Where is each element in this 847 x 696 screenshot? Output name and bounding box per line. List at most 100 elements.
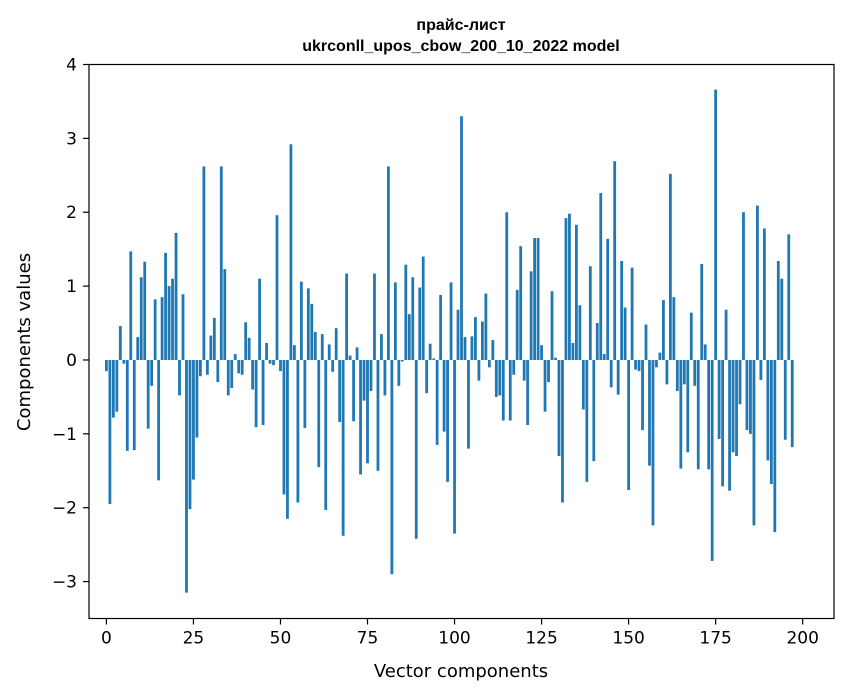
bar <box>411 277 415 360</box>
bar <box>171 278 174 360</box>
bar <box>324 359 328 510</box>
bar <box>428 343 432 360</box>
bar <box>487 359 491 368</box>
bar <box>237 359 241 374</box>
y-axis-label: Components values <box>14 253 35 431</box>
x-tick-label: 75 <box>357 629 379 649</box>
bar <box>599 193 603 360</box>
bar <box>641 359 644 431</box>
bar <box>282 359 286 495</box>
bar <box>675 359 679 391</box>
bar <box>404 264 408 360</box>
bar <box>477 359 481 381</box>
bar <box>655 359 658 368</box>
bar <box>174 232 178 360</box>
bar <box>672 297 676 360</box>
bar <box>233 354 237 360</box>
bar <box>766 359 770 461</box>
bar <box>588 266 592 360</box>
bar <box>592 359 596 462</box>
bar <box>581 359 585 410</box>
bar <box>188 359 192 510</box>
bar <box>299 281 303 360</box>
bar <box>554 357 557 360</box>
bar <box>787 234 791 360</box>
bar <box>338 359 342 423</box>
bar <box>700 263 704 360</box>
bar <box>223 269 227 360</box>
bar <box>393 282 397 360</box>
x-tick-label: 150 <box>612 629 644 649</box>
bar <box>265 342 268 360</box>
bar <box>380 334 383 360</box>
bar <box>331 359 335 372</box>
bar <box>376 359 380 471</box>
bar <box>606 238 610 360</box>
bar <box>682 359 686 385</box>
bar <box>425 359 429 394</box>
bar <box>648 359 651 466</box>
bar <box>205 359 209 375</box>
bar <box>571 342 575 360</box>
bar <box>199 359 202 377</box>
bar <box>491 340 495 360</box>
y-tick-label: 0 <box>66 351 77 371</box>
bar <box>247 337 251 360</box>
bar <box>118 325 122 360</box>
y-tick-label: 4 <box>66 56 77 76</box>
bar <box>460 116 463 360</box>
bar <box>707 359 711 470</box>
bar <box>780 278 784 360</box>
bar <box>167 286 171 360</box>
bar <box>216 359 220 383</box>
bar <box>432 358 436 360</box>
bar <box>383 359 387 396</box>
bar <box>578 305 582 360</box>
bar <box>498 359 502 396</box>
bar <box>613 161 617 360</box>
bar <box>373 273 376 360</box>
bar <box>515 289 519 360</box>
bar <box>693 359 697 386</box>
bar <box>132 359 136 451</box>
bar <box>293 345 296 360</box>
bar <box>519 246 523 360</box>
bar <box>366 359 369 464</box>
bar <box>251 359 255 390</box>
bar <box>303 359 307 428</box>
bar <box>463 337 467 360</box>
bar <box>334 328 338 360</box>
bar <box>209 335 213 360</box>
bar <box>449 282 453 360</box>
bar <box>474 317 477 360</box>
bar <box>522 359 526 381</box>
bar <box>272 359 275 366</box>
bar <box>529 271 533 360</box>
bar <box>728 359 731 491</box>
bar <box>602 354 606 360</box>
bar <box>115 359 119 412</box>
bar <box>442 359 446 432</box>
bar <box>536 238 540 360</box>
bar-series <box>105 89 794 593</box>
bar <box>550 291 554 360</box>
bar <box>202 166 206 360</box>
bar <box>689 312 693 360</box>
bar <box>742 212 745 360</box>
bar <box>181 294 185 360</box>
bar <box>724 309 728 360</box>
bar <box>547 359 550 383</box>
bar <box>296 359 300 503</box>
bar <box>136 337 140 360</box>
bar <box>355 347 359 360</box>
bar <box>634 359 637 370</box>
bar <box>153 299 157 360</box>
bar <box>609 359 613 388</box>
bar <box>219 166 223 360</box>
chart-title-line-2: ukrconll_upos_cbow_200_10_2022 model <box>302 38 619 55</box>
bar <box>387 166 390 360</box>
bar <box>501 359 505 421</box>
x-tick-label: 200 <box>786 629 818 649</box>
bar <box>310 303 314 360</box>
bar <box>512 359 516 375</box>
